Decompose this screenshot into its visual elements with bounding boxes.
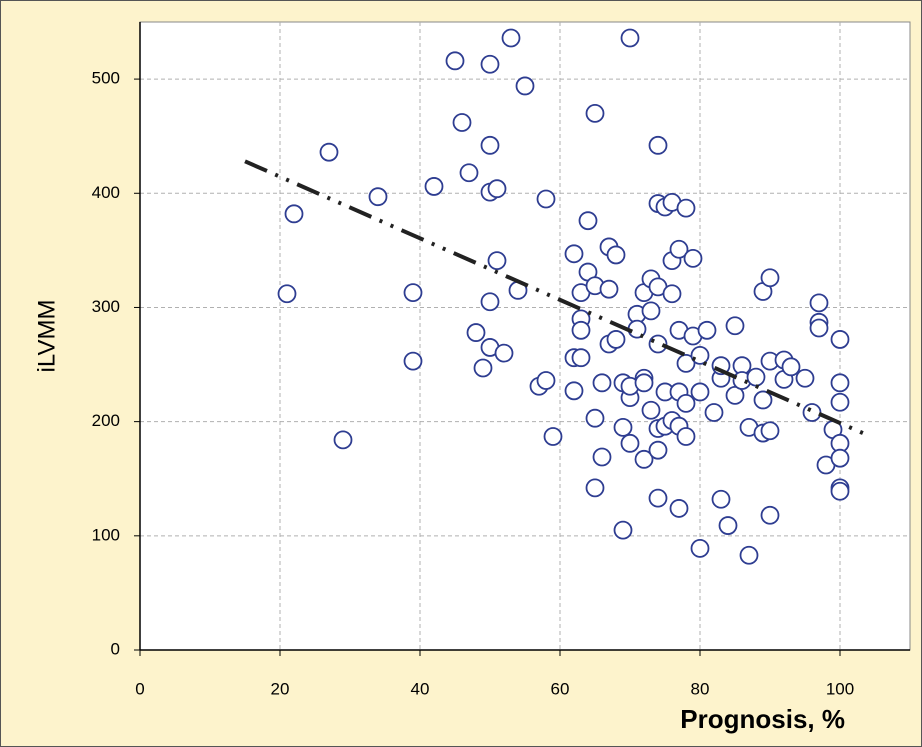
y-tick-label: 300 <box>92 297 120 316</box>
point <box>480 135 500 155</box>
point <box>746 367 766 387</box>
point <box>536 189 556 209</box>
y-axis-label: iLVMM <box>33 300 60 373</box>
point <box>830 392 850 412</box>
point <box>648 488 668 508</box>
point <box>809 318 829 338</box>
point <box>452 113 472 132</box>
point <box>669 499 689 518</box>
point <box>725 385 745 405</box>
point <box>753 390 773 410</box>
point <box>564 244 584 264</box>
y-tick-label: 500 <box>92 69 120 88</box>
point <box>669 239 689 259</box>
point <box>277 284 297 304</box>
point <box>543 427 563 446</box>
point <box>830 330 850 349</box>
point <box>760 505 780 525</box>
y-tick-label: 400 <box>92 183 120 202</box>
point <box>697 320 717 340</box>
point <box>585 408 605 428</box>
point <box>578 211 598 231</box>
point <box>606 330 626 349</box>
point <box>494 343 514 363</box>
point <box>368 187 388 207</box>
point <box>480 54 500 74</box>
point <box>662 284 682 304</box>
x-tick-label: 100 <box>826 679 854 698</box>
point <box>403 351 423 371</box>
point <box>802 403 822 422</box>
point <box>704 403 724 422</box>
point <box>634 373 654 393</box>
point <box>641 301 661 321</box>
point <box>634 449 654 469</box>
point <box>648 440 668 460</box>
point <box>592 373 612 393</box>
y-tick-label: 100 <box>92 525 120 544</box>
x-tick-label: 0 <box>135 679 144 698</box>
point <box>613 520 633 540</box>
point <box>333 430 353 450</box>
x-tick-label: 80 <box>691 679 710 698</box>
point <box>739 545 759 565</box>
point <box>571 320 591 340</box>
point <box>501 28 521 48</box>
y-tick-label: 0 <box>111 639 120 658</box>
point <box>830 373 850 393</box>
x-tick-label: 40 <box>411 679 430 698</box>
point <box>459 163 479 183</box>
point <box>690 382 710 402</box>
point <box>760 421 780 441</box>
point <box>613 417 633 437</box>
point <box>830 448 850 468</box>
point <box>620 28 640 48</box>
point <box>648 135 668 155</box>
x-tick-label: 20 <box>271 679 290 698</box>
point <box>676 427 696 446</box>
x-tick-label: 60 <box>551 679 570 698</box>
point <box>676 393 696 413</box>
point <box>690 538 710 558</box>
point <box>585 103 605 123</box>
point <box>585 478 605 498</box>
point <box>319 142 339 162</box>
point <box>424 177 444 196</box>
point <box>571 348 591 368</box>
point <box>284 204 304 224</box>
point <box>641 400 661 420</box>
point <box>466 323 486 342</box>
point <box>760 268 780 288</box>
point <box>683 248 703 268</box>
point <box>676 198 696 218</box>
point <box>403 283 423 303</box>
point <box>676 354 696 373</box>
point <box>809 293 829 313</box>
point <box>599 279 619 299</box>
point <box>473 358 493 378</box>
point <box>487 179 507 199</box>
point <box>830 481 850 501</box>
point <box>445 51 465 71</box>
point <box>711 489 731 509</box>
x-axis-label: Prognosis, % <box>680 704 845 734</box>
point <box>480 292 500 312</box>
point <box>725 316 745 336</box>
plot-area <box>139 21 911 651</box>
point <box>795 368 815 388</box>
y-tick-label: 200 <box>92 411 120 430</box>
point <box>536 371 556 390</box>
point <box>606 245 626 265</box>
point <box>592 447 612 467</box>
point <box>487 251 507 271</box>
point <box>781 357 801 377</box>
point <box>515 76 535 96</box>
point <box>620 433 640 453</box>
point <box>718 516 738 535</box>
point <box>564 381 584 401</box>
point <box>690 346 710 365</box>
